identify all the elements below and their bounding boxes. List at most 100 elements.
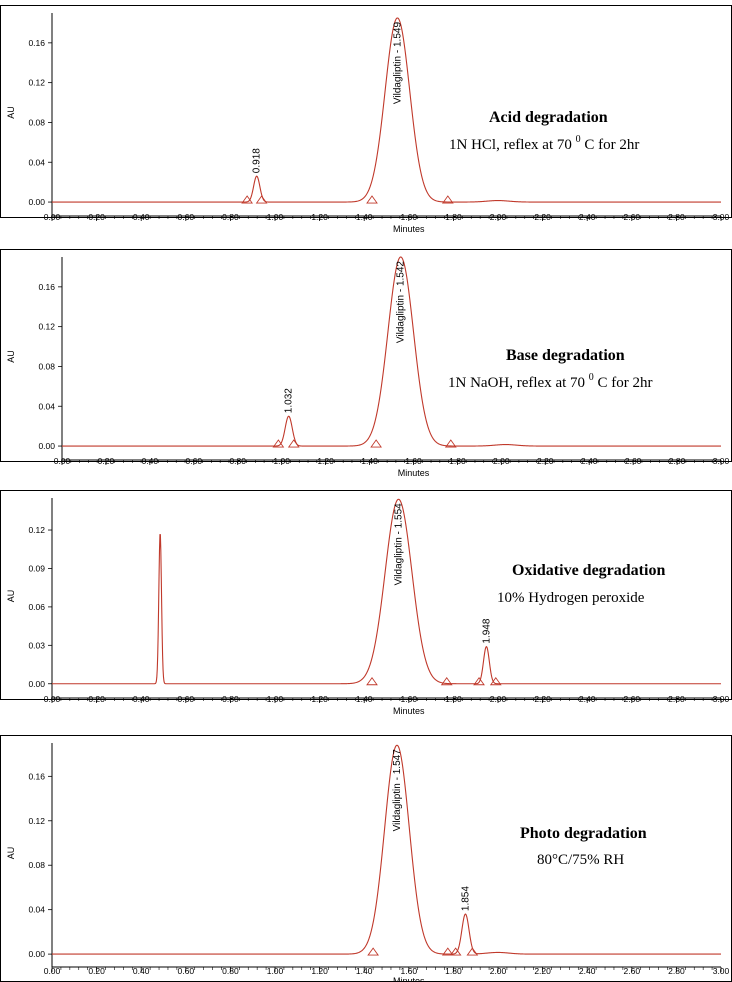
peak-end-marker — [466, 947, 479, 956]
x-tick-label: 1.00 — [267, 694, 284, 704]
x-tick-label: 2.00 — [490, 212, 507, 222]
y-axis-title: AU — [6, 350, 16, 363]
x-tick-label: 0.60 — [178, 694, 195, 704]
x-tick-label: 2.20 — [534, 212, 551, 222]
x-tick-label: 0.00 — [54, 456, 71, 466]
x-tick-label: 0.80 — [222, 966, 239, 976]
x-tick-label: 3.00 — [713, 456, 730, 466]
x-axis-title: Minutes — [393, 976, 425, 982]
peak-end-marker — [489, 676, 502, 686]
x-axis-title: Minutes — [393, 706, 425, 716]
x-tick-label: 2.20 — [537, 456, 554, 466]
y-tick-label: 0.08 — [28, 117, 45, 127]
x-tick-label: 3.00 — [713, 694, 730, 704]
peak-start-marker — [449, 947, 462, 956]
x-tick-label: 1.80 — [445, 212, 462, 222]
peak-label: Vildagliptin - 1.549 — [392, 22, 403, 105]
x-tick-label: 2.60 — [624, 212, 641, 222]
y-tick-label: 0.12 — [28, 816, 45, 826]
x-tick-label: 0.40 — [133, 966, 150, 976]
y-tick-label: 0.04 — [38, 401, 55, 411]
y-tick-label: 0.16 — [28, 771, 45, 781]
chromatogram-trace — [52, 498, 721, 685]
x-tick-label: 2.60 — [624, 966, 641, 976]
x-tick-label: 1.80 — [445, 694, 462, 704]
chromatogram-trace — [62, 256, 721, 447]
x-tick-label: 1.00 — [273, 456, 290, 466]
peak-end-marker — [255, 195, 268, 204]
x-tick-label: 0.00 — [44, 212, 61, 222]
peak-end-marker — [441, 947, 454, 956]
x-tick-label: 2.20 — [534, 694, 551, 704]
x-tick-label: 0.00 — [44, 966, 61, 976]
panel-frame — [0, 490, 732, 700]
x-axis-title: Minutes — [393, 224, 425, 234]
peak-end-marker — [444, 439, 457, 448]
x-tick-label: 0.60 — [178, 212, 195, 222]
peak-label: Vildagliptin - 1.542 — [396, 261, 407, 344]
peak-label: Vildagliptin - 1.547 — [392, 749, 403, 832]
x-tick-label: 2.40 — [579, 694, 596, 704]
x-tick-label: 2.60 — [624, 694, 641, 704]
peak-start-marker — [366, 195, 378, 204]
x-tick-label: 0.00 — [44, 694, 61, 704]
x-tick-label: 2.00 — [490, 966, 507, 976]
y-tick-label: 0.00 — [28, 949, 45, 959]
peak-end-marker — [287, 439, 300, 448]
x-tick-label: 1.20 — [311, 694, 328, 704]
peak-end-marker — [441, 195, 454, 204]
x-tick-label: 1.40 — [356, 694, 373, 704]
degradation-title: Photo degradation — [520, 825, 647, 842]
chromatogram-panel-2: 0.00 0.20 0.40 0.60 0.80 1.00 1.20 1.40 1.60 1.80… — [0, 249, 732, 478]
x-tick-label: 1.80 — [445, 966, 462, 976]
peak-start-marker — [367, 947, 379, 956]
x-tick-label: 0.20 — [88, 694, 105, 704]
x-tick-label: 3.00 — [713, 212, 730, 222]
x-tick-label: 2.20 — [534, 966, 551, 976]
x-tick-label: 1.40 — [361, 456, 378, 466]
y-tick-label: 0.04 — [28, 157, 45, 167]
chromatogram-panel-3: 0.00 0.20 0.40 0.60 0.80 1.00 1.20 1.40 1.60 1.80… — [0, 490, 732, 716]
x-tick-label: 0.80 — [229, 456, 246, 466]
y-tick-label: 0.16 — [38, 282, 55, 292]
panel-frame — [0, 735, 732, 982]
x-tick-label: 2.80 — [669, 456, 686, 466]
y-axis-title: AU — [6, 847, 16, 860]
y-tick-label: 0.16 — [28, 38, 45, 48]
x-axis-title: Minutes — [398, 468, 430, 478]
x-tick-label: 1.40 — [356, 212, 373, 222]
chromatogram-panel-1: 0.00 0.20 0.40 0.60 0.80 1.00 1.20 1.40 1.60 1.80… — [0, 5, 732, 234]
x-tick-label: 0.20 — [88, 212, 105, 222]
x-tick-label: 2.40 — [579, 966, 596, 976]
panel-frame — [0, 249, 732, 462]
x-tick-label: 1.60 — [401, 212, 418, 222]
x-tick-label: 0.40 — [133, 694, 150, 704]
peak-label: 1.854 — [460, 886, 471, 911]
x-tick-label: 1.20 — [317, 456, 334, 466]
peak-start-marker — [241, 195, 253, 204]
degradation-title: Acid degradation — [489, 109, 608, 126]
y-tick-label: 0.04 — [28, 905, 45, 915]
y-tick-label: 0.12 — [28, 78, 45, 88]
y-axis-title: AU — [6, 106, 16, 119]
y-tick-label: 0.00 — [28, 679, 45, 689]
x-tick-label: 3.00 — [713, 966, 730, 976]
y-tick-label: 0.08 — [38, 361, 55, 371]
peak-start-marker — [366, 676, 378, 686]
peak-start-marker — [272, 439, 285, 448]
peak-label: 1.948 — [481, 618, 492, 643]
y-tick-label: 0.08 — [28, 860, 45, 870]
x-tick-label: 0.40 — [142, 456, 159, 466]
peak-start-marker — [473, 676, 485, 686]
panel-frame — [0, 5, 732, 218]
x-tick-label: 2.80 — [668, 212, 685, 222]
peak-start-marker — [370, 439, 382, 448]
x-tick-label: 1.00 — [267, 966, 284, 976]
x-tick-label: 2.60 — [625, 456, 642, 466]
x-tick-label: 2.80 — [668, 694, 685, 704]
x-tick-label: 1.60 — [401, 694, 418, 704]
y-tick-label: 0.12 — [28, 525, 45, 535]
y-tick-label: 0.06 — [28, 602, 45, 612]
x-tick-label: 2.00 — [493, 456, 510, 466]
